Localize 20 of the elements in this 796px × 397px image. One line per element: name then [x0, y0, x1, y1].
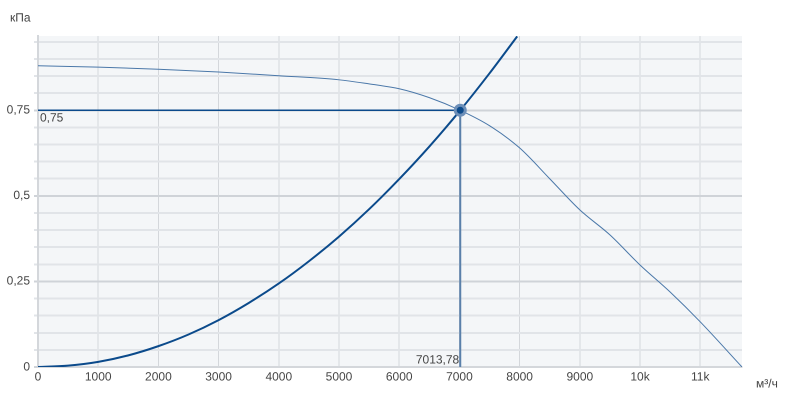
y-tick-label: 0: [23, 359, 30, 374]
x-tick-label: 4000: [265, 370, 292, 384]
x-tick-label: 3000: [205, 370, 232, 384]
x-tick-label: 11k: [690, 370, 710, 384]
ref-line-label: 0,75: [40, 110, 64, 125]
x-tick-label: 1000: [84, 370, 112, 384]
x-tick-label: 5000: [326, 370, 353, 384]
x-tick-label: 7000: [446, 370, 474, 384]
x-tick-label: 10k: [630, 370, 651, 384]
ref-line-label: 7013,78: [416, 352, 460, 366]
x-tick-label: 0: [34, 370, 42, 384]
y-tick-label: 0,5: [13, 188, 30, 202]
x-tick-label: 6000: [386, 370, 413, 384]
y-tick-label: 0,25: [6, 274, 30, 288]
x-axis-title: м³/ч: [756, 376, 778, 390]
x-tick-label: 2000: [145, 370, 172, 384]
x-tick-label: 8000: [506, 370, 534, 384]
x-tick-label: 9000: [566, 370, 594, 384]
y-axis-title: кПа: [10, 10, 31, 24]
y-tick-label: 0,75: [6, 102, 30, 117]
